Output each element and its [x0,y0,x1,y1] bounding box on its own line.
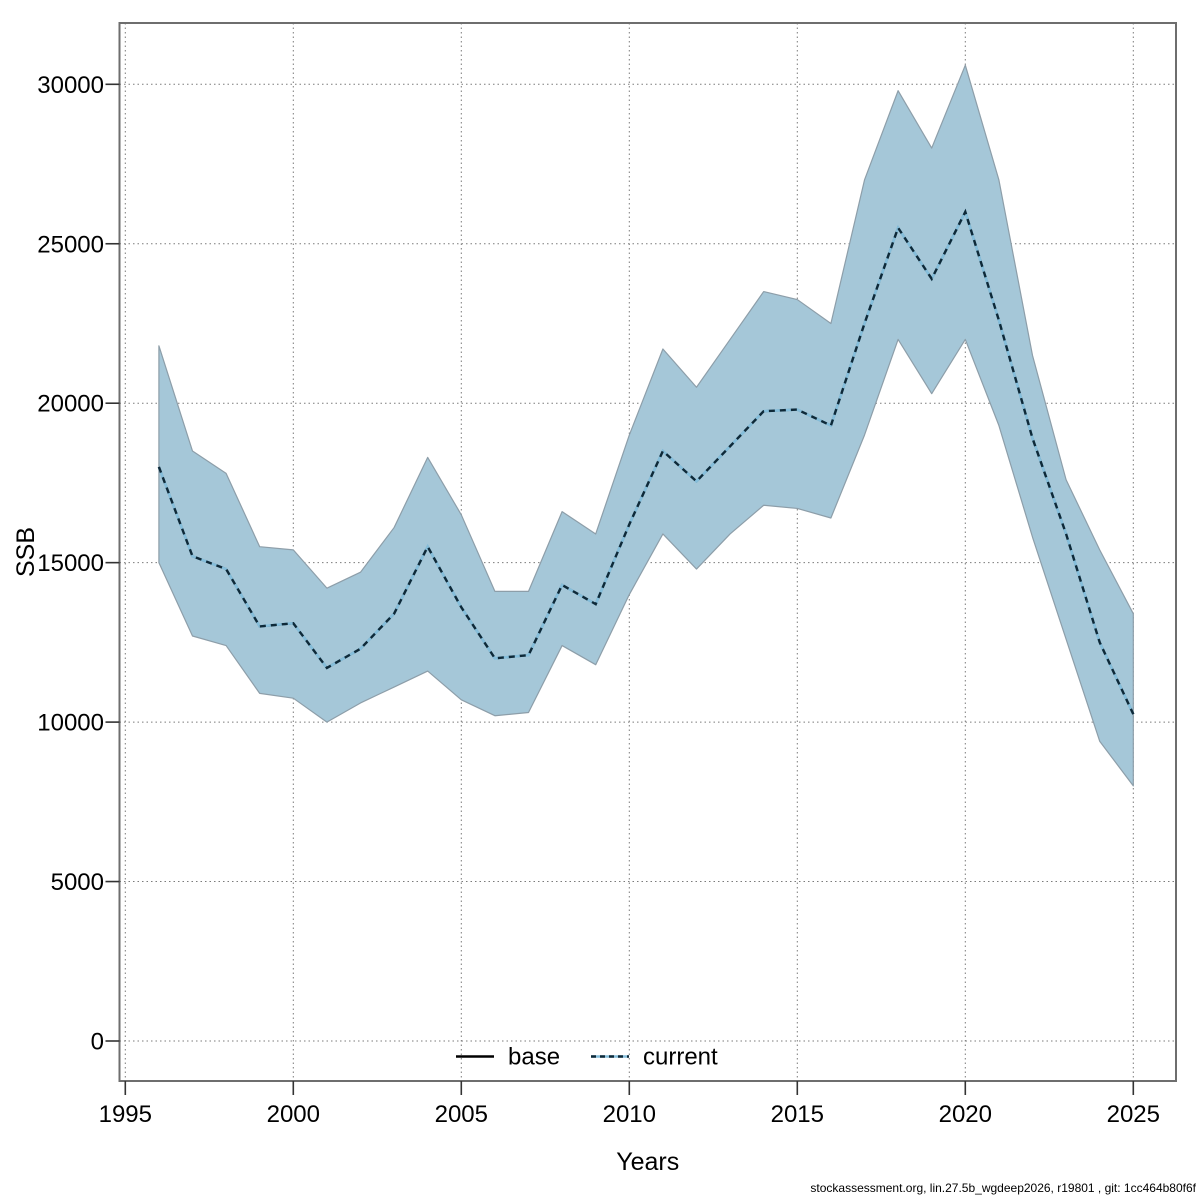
footer-attribution: stockassessment.org, lin.27.5b_wgdeep202… [810,1181,1196,1195]
x-tick-label: 1995 [99,1101,152,1128]
plot-border [118,22,1177,1082]
x-tick-label: 2005 [435,1101,488,1128]
current-line [157,208,1135,715]
y-axis-title: SSB [12,527,40,577]
y-tick-label: 20000 [37,391,104,418]
y-tick-label: 5000 [51,869,104,896]
x-tick-label: 2025 [1107,1101,1160,1128]
x-axis-title: Years [616,1148,679,1176]
y-tick-label: 10000 [37,710,104,737]
y-tick-label: 0 [91,1029,104,1056]
confidence-band [158,64,1134,787]
y-tick-label: 30000 [37,72,104,99]
x-tick-label: 2020 [939,1101,992,1128]
legend-base-label: base [508,1044,560,1071]
x-tick-label: 2000 [267,1101,320,1128]
x-tick-label: 2015 [771,1101,824,1128]
y-tick-label: 25000 [37,231,104,258]
legend-current-label: current [643,1044,718,1071]
y-tick-label: 15000 [37,550,104,577]
x-tick-label: 2010 [603,1101,656,1128]
